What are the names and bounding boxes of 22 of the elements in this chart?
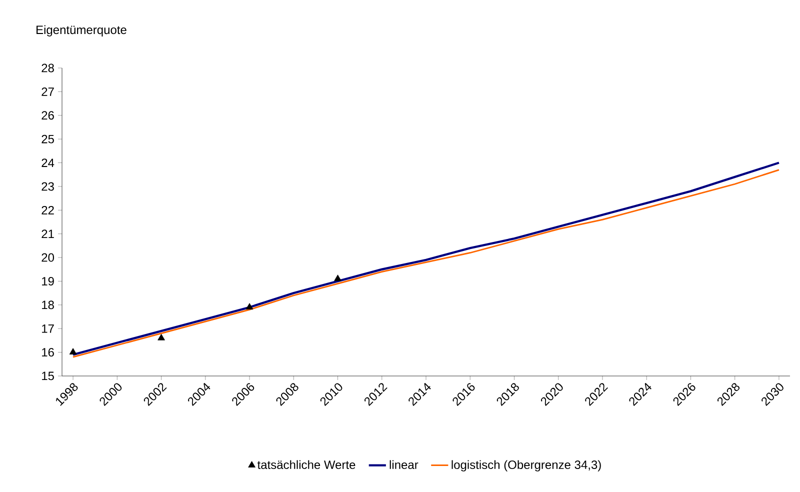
- point: [69, 348, 77, 354]
- point: [334, 274, 342, 282]
- y-tick-label: 23: [42, 182, 54, 191]
- legend-label: linear: [390, 460, 418, 470]
- legend-label: tatsächliche Werte: [257, 460, 356, 470]
- y-tick-label: 26: [42, 111, 54, 120]
- y-tick-label: 25: [42, 134, 54, 144]
- y-axis-title: Eigentümerquote: [36, 25, 126, 36]
- y-tick-label: 20: [42, 253, 54, 262]
- y-tick-label: 28: [42, 64, 54, 72]
- y-tick-label: 15: [42, 372, 54, 380]
- y-tick-label: 19: [42, 276, 54, 286]
- y-tick-label: 17: [42, 324, 54, 333]
- y-tick-label: 24: [42, 158, 54, 167]
- y-tick-label: 18: [42, 300, 54, 310]
- y-tick-label: 27: [42, 88, 54, 96]
- point: [246, 303, 254, 310]
- y-tick-label: 21: [42, 230, 54, 238]
- y-tick-label: 22: [42, 206, 54, 214]
- point: [158, 334, 165, 340]
- legend-label: logistisch (Obergrenze 34,3): [452, 460, 601, 472]
- y-tick-label: 16: [42, 348, 54, 357]
